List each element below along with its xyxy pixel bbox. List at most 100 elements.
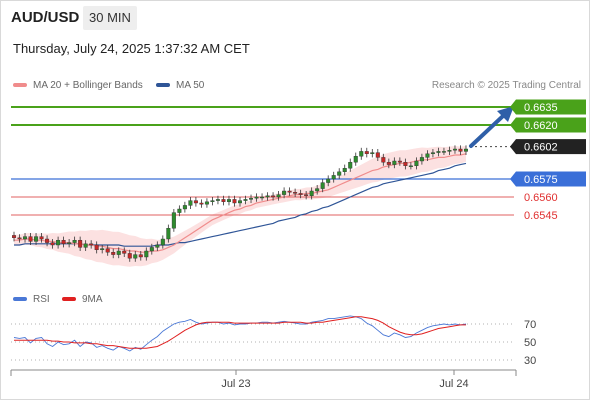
candle-body bbox=[265, 195, 270, 198]
candle-body bbox=[304, 194, 309, 197]
candle bbox=[359, 147, 364, 160]
candle-body bbox=[386, 161, 391, 165]
candle bbox=[392, 157, 397, 169]
candle bbox=[182, 201, 187, 213]
candle-body bbox=[293, 191, 298, 194]
rsi-swatch bbox=[13, 297, 27, 302]
candle-body bbox=[425, 153, 430, 158]
candle-body bbox=[370, 152, 375, 155]
candle bbox=[204, 198, 209, 208]
candle bbox=[111, 248, 116, 259]
ma-bb-swatch bbox=[13, 83, 27, 88]
candle bbox=[452, 145, 457, 154]
candle bbox=[403, 158, 408, 170]
candle bbox=[144, 247, 149, 261]
candle-body bbox=[320, 182, 325, 189]
rsi-ma-line bbox=[14, 316, 466, 349]
candle-body bbox=[249, 197, 254, 200]
candle bbox=[381, 153, 386, 166]
candle bbox=[34, 233, 39, 245]
candle bbox=[67, 239, 72, 248]
candle bbox=[315, 185, 320, 195]
candle-body bbox=[34, 236, 39, 242]
candle bbox=[243, 195, 248, 205]
candle-body bbox=[111, 251, 116, 255]
rsi-ma-label: 9MA bbox=[82, 294, 103, 305]
candle-body bbox=[199, 202, 204, 205]
candle bbox=[271, 192, 276, 201]
candle bbox=[386, 158, 391, 169]
ma50-label: MA 50 bbox=[176, 80, 205, 91]
x-tick-label: Jul 24 bbox=[439, 378, 468, 390]
candle-body bbox=[50, 242, 55, 246]
rsi-panel: 70 50 30 bbox=[11, 315, 536, 367]
candle bbox=[160, 235, 165, 249]
candle-body bbox=[215, 199, 220, 201]
candle-body bbox=[397, 160, 402, 163]
chart-datetime: Thursday, July 24, 2025 1:37:32 AM CET bbox=[13, 41, 250, 56]
candle-body bbox=[149, 247, 154, 252]
candle-body bbox=[315, 188, 320, 192]
candle bbox=[61, 236, 66, 248]
candle bbox=[72, 236, 77, 247]
level-label: 0.6620 bbox=[524, 120, 558, 132]
candle-body bbox=[11, 235, 16, 238]
candle bbox=[226, 195, 231, 206]
rsi-axis-label: 70 bbox=[524, 319, 536, 331]
candle-body bbox=[182, 205, 187, 210]
candle-body bbox=[155, 244, 160, 248]
candle-body bbox=[254, 196, 259, 199]
candle-body bbox=[193, 200, 198, 204]
legend-ma50: MA 50 bbox=[156, 80, 204, 91]
candle bbox=[127, 249, 132, 262]
candle bbox=[89, 240, 94, 249]
legend-rsi: RSI bbox=[13, 294, 50, 305]
candle-body bbox=[392, 160, 397, 165]
candle bbox=[309, 187, 314, 200]
candle-body bbox=[83, 243, 88, 248]
candle bbox=[232, 195, 237, 207]
candle-body bbox=[381, 157, 386, 163]
research-credit: Research © 2025 Trading Central bbox=[431, 80, 581, 91]
candle-body bbox=[133, 254, 138, 259]
timeframe-selector[interactable]: 30 MIN bbox=[83, 6, 137, 30]
candle-body bbox=[364, 151, 369, 154]
level-box-0.6620 bbox=[516, 117, 586, 133]
candle bbox=[188, 197, 193, 209]
candle bbox=[419, 153, 424, 165]
legend-ma-bb: MA 20 + Bollinger Bands bbox=[13, 80, 143, 91]
candle bbox=[23, 233, 28, 243]
candle bbox=[17, 234, 22, 243]
candle-body bbox=[331, 175, 336, 180]
candle-body bbox=[408, 165, 413, 168]
level-label: 0.6575 bbox=[524, 174, 558, 186]
candle-body bbox=[403, 161, 408, 166]
level-labels: 0.6635 0.6620 0.6602 0.6575 0.6560 0.6545 bbox=[510, 99, 586, 222]
level-pointer-0.6602 bbox=[510, 139, 516, 155]
candle-body bbox=[260, 196, 265, 199]
candle-body bbox=[419, 157, 424, 162]
candle-body bbox=[122, 250, 127, 254]
candle bbox=[320, 179, 325, 193]
candle bbox=[436, 147, 441, 157]
candle-body bbox=[23, 236, 28, 240]
candle bbox=[166, 224, 171, 243]
candle-body bbox=[210, 200, 215, 203]
candle-body bbox=[78, 239, 83, 248]
candle bbox=[293, 188, 298, 197]
candle bbox=[155, 241, 160, 251]
level-pointer-0.6575 bbox=[510, 171, 516, 187]
rsi-ma-swatch bbox=[62, 297, 76, 302]
candle-body bbox=[359, 151, 364, 157]
rsi-line bbox=[13, 315, 467, 352]
candle-body bbox=[309, 190, 314, 196]
price-levels bbox=[11, 106, 514, 216]
candle-body bbox=[221, 199, 226, 202]
candle bbox=[326, 175, 331, 187]
candle bbox=[78, 236, 83, 251]
candle-body bbox=[160, 238, 165, 246]
candle-body bbox=[271, 195, 276, 198]
candle-body bbox=[337, 171, 342, 176]
candle bbox=[364, 147, 369, 158]
candle bbox=[342, 164, 347, 176]
